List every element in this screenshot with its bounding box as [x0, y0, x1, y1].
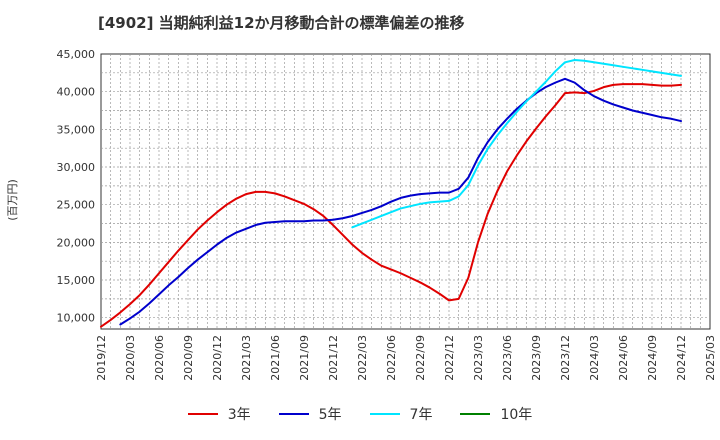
x-tick-label: 2022/06 — [385, 335, 398, 381]
grid — [100, 53, 711, 330]
legend-swatch — [187, 413, 218, 415]
x-tick-label: 2021/03 — [240, 335, 253, 381]
legend-item: 7年 — [369, 404, 433, 424]
legend-swatch — [369, 413, 400, 415]
legend-swatch — [278, 413, 309, 415]
x-tick-label: 2023/03 — [472, 335, 485, 381]
x-tick-label: 2022/12 — [443, 335, 456, 381]
x-tick-label: 2020/09 — [182, 335, 195, 381]
x-tick-label: 2024/12 — [675, 335, 688, 381]
x-tick-label: 2021/06 — [269, 335, 282, 381]
axes: 10,000 15,000 20,000 25,000 30,000 35,000 40,0… — [57, 48, 718, 381]
x-tick-label: 2025/03 — [704, 335, 717, 381]
y-tick-label: 35,000 — [57, 123, 96, 136]
legend-label: 7年 — [409, 407, 433, 423]
x-tick-label: 2020/06 — [153, 335, 166, 381]
y-axis-label: (百万円) — [6, 179, 19, 221]
y-tick-label: 15,000 — [57, 274, 96, 287]
x-tick-label: 2024/06 — [617, 335, 630, 381]
series-line-3年 — [100, 83, 682, 328]
legend-label: 3年 — [227, 407, 251, 423]
series-line-7年 — [351, 59, 682, 229]
x-tick-label: 2019/12 — [95, 335, 108, 381]
y-tick-label: 45,000 — [57, 48, 96, 61]
series-line-5年 — [119, 77, 682, 326]
legend-label: 5年 — [318, 407, 342, 423]
y-tick-label: 30,000 — [57, 161, 96, 174]
y-tick-label: 10,000 — [57, 312, 96, 325]
y-tick-label: 20,000 — [57, 236, 96, 249]
y-tick-label: 25,000 — [57, 199, 96, 212]
legend-item: 5年 — [278, 404, 342, 424]
x-tick-label: 2022/09 — [414, 335, 427, 381]
x-tick-label: 2021/09 — [298, 335, 311, 381]
legend: 3年 5年 7年 10年 — [0, 404, 720, 424]
chart-title: [4902] 当期純利益12か月移動合計の標準偏差の推移 — [98, 14, 465, 32]
x-tick-label: 2023/09 — [530, 335, 543, 381]
series-lines — [100, 59, 682, 328]
x-tick-label: 2024/09 — [646, 335, 659, 381]
legend-item: 10年 — [460, 404, 532, 424]
x-tick-label: 2023/12 — [559, 335, 572, 381]
x-tick-label: 2020/12 — [211, 335, 224, 381]
x-tick-label: 2022/03 — [356, 335, 369, 381]
x-tick-label: 2021/12 — [327, 335, 340, 381]
x-tick-label: 2024/03 — [588, 335, 601, 381]
legend-label: 10年 — [500, 407, 533, 423]
x-tick-label: 2023/06 — [501, 335, 514, 381]
y-tick-label: 40,000 — [57, 86, 96, 99]
legend-swatch — [460, 413, 491, 415]
x-tick-label: 2020/03 — [124, 335, 137, 381]
plot-area — [100, 53, 711, 330]
legend-item: 3年 — [187, 404, 251, 424]
